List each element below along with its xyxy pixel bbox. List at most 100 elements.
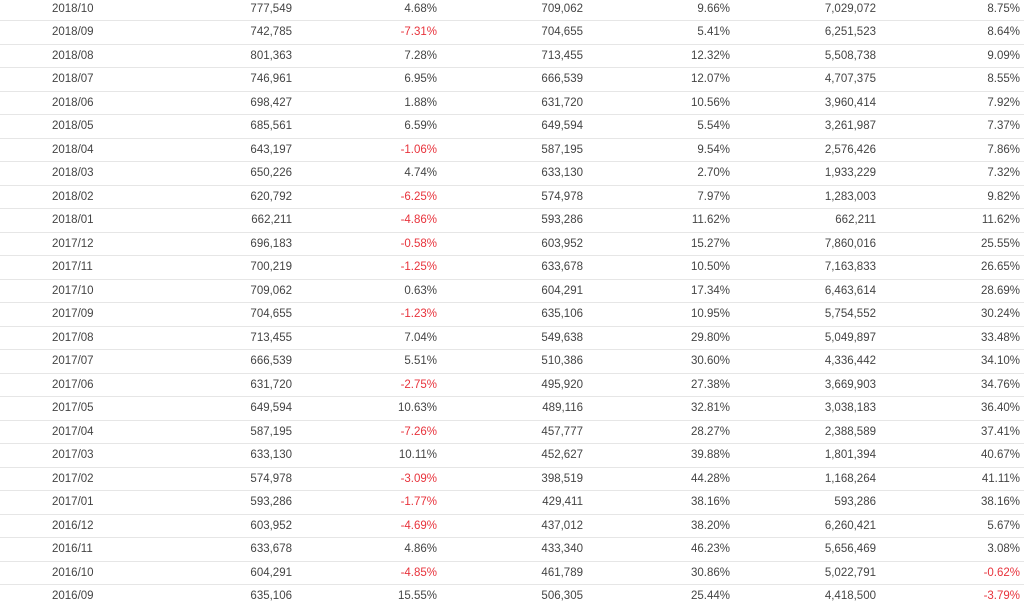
mom-change-cell: -3.09% [292, 467, 437, 491]
value-cell: 633,678 [100, 537, 292, 562]
mom-change-cell: 10.11% [292, 443, 437, 468]
mom-change-cell: 4.68% [292, 0, 437, 21]
cumulative-change-cell: 11.62% [876, 208, 1024, 233]
month-cell: 2016/12 [0, 514, 100, 538]
cumulative-change-cell: 7.86% [876, 138, 1024, 162]
cumulative-change-cell: 3.08% [876, 537, 1024, 562]
month-cell: 2016/09 [0, 584, 100, 605]
mom-change-cell: -1.06% [292, 138, 437, 162]
cumulative-change-cell: 9.82% [876, 185, 1024, 209]
cumulative-cell: 1,933,229 [730, 161, 876, 186]
prev-year-value-cell: 510,386 [437, 349, 583, 374]
mom-change-cell: -0.58% [292, 232, 437, 256]
yoy-change-cell: 25.44% [583, 584, 730, 605]
cumulative-cell: 5,508,738 [730, 44, 876, 68]
table-row: 2017/11 700,219 -1.25% 633,678 10.50% 7,163,8… [0, 255, 1024, 280]
mom-change-cell: 4.86% [292, 537, 437, 562]
yoy-change-cell: 5.41% [583, 20, 730, 45]
prev-year-value-cell: 574,978 [437, 185, 583, 209]
month-cell: 2018/04 [0, 138, 100, 162]
mom-change-cell: 0.63% [292, 279, 437, 303]
table-row: 2017/01 593,286 -1.77% 429,411 38.16% 593,286… [0, 490, 1024, 515]
month-cell: 2017/05 [0, 396, 100, 421]
yoy-change-cell: 10.95% [583, 302, 730, 327]
prev-year-value-cell: 461,789 [437, 561, 583, 585]
value-cell: 650,226 [100, 161, 292, 186]
table-row: 2017/06 631,720 -2.75% 495,920 27.38% 3,669,9… [0, 373, 1024, 397]
prev-year-value-cell: 457,777 [437, 420, 583, 444]
cumulative-change-cell: 33.48% [876, 326, 1024, 350]
cumulative-change-cell: 8.75% [876, 0, 1024, 21]
cumulative-cell: 2,576,426 [730, 138, 876, 162]
cumulative-cell: 7,860,016 [730, 232, 876, 256]
cumulative-cell: 593,286 [730, 490, 876, 515]
cumulative-cell: 662,211 [730, 208, 876, 233]
cumulative-cell: 7,163,833 [730, 255, 876, 280]
table-row: 2017/04 587,195 -7.26% 457,777 28.27% 2,388,5… [0, 420, 1024, 444]
yoy-change-cell: 28.27% [583, 420, 730, 444]
cumulative-cell: 1,801,394 [730, 443, 876, 468]
value-cell: 696,183 [100, 232, 292, 256]
yoy-change-cell: 32.81% [583, 396, 730, 421]
prev-year-value-cell: 398,519 [437, 467, 583, 491]
table-row: 2018/04 643,197 -1.06% 587,195 9.54% 2,576,42… [0, 138, 1024, 162]
mom-change-cell: 15.55% [292, 584, 437, 605]
value-cell: 604,291 [100, 561, 292, 585]
cumulative-change-cell: 41.11% [876, 467, 1024, 491]
month-cell: 2018/02 [0, 185, 100, 209]
prev-year-value-cell: 433,340 [437, 537, 583, 562]
value-cell: 713,455 [100, 326, 292, 350]
cumulative-change-cell: 9.09% [876, 44, 1024, 68]
yoy-change-cell: 46.23% [583, 537, 730, 562]
yoy-change-cell: 2.70% [583, 161, 730, 186]
table-row: 2017/03 633,130 10.11% 452,627 39.88% 1,801,3… [0, 443, 1024, 468]
prev-year-value-cell: 593,286 [437, 208, 583, 233]
month-cell: 2018/08 [0, 44, 100, 68]
month-cell: 2017/01 [0, 490, 100, 515]
table-row: 2017/09 704,655 -1.23% 635,106 10.95% 5,754,5… [0, 302, 1024, 327]
month-cell: 2017/03 [0, 443, 100, 468]
mom-change-cell: 6.59% [292, 114, 437, 139]
cumulative-cell: 5,049,897 [730, 326, 876, 350]
cumulative-change-cell: 7.92% [876, 91, 1024, 115]
cumulative-cell: 3,261,987 [730, 114, 876, 139]
value-cell: 742,785 [100, 20, 292, 45]
table-row: 2018/09 742,785 -7.31% 704,655 5.41% 6,251,52… [0, 20, 1024, 45]
value-cell: 574,978 [100, 467, 292, 491]
mom-change-cell: 4.74% [292, 161, 437, 186]
month-cell: 2016/10 [0, 561, 100, 585]
cumulative-change-cell: 34.76% [876, 373, 1024, 397]
mom-change-cell: -2.75% [292, 373, 437, 397]
prev-year-value-cell: 506,305 [437, 584, 583, 605]
cumulative-change-cell: 28.69% [876, 279, 1024, 303]
mom-change-cell: 5.51% [292, 349, 437, 374]
yoy-change-cell: 38.16% [583, 490, 730, 515]
value-cell: 635,106 [100, 584, 292, 605]
cumulative-cell: 6,251,523 [730, 20, 876, 45]
value-cell: 662,211 [100, 208, 292, 233]
prev-year-value-cell: 631,720 [437, 91, 583, 115]
yoy-change-cell: 9.54% [583, 138, 730, 162]
table-row: 2017/02 574,978 -3.09% 398,519 44.28% 1,168,2… [0, 467, 1024, 491]
mom-change-cell: -7.26% [292, 420, 437, 444]
cumulative-cell: 4,707,375 [730, 67, 876, 92]
cumulative-change-cell: -0.62% [876, 561, 1024, 585]
yoy-change-cell: 30.86% [583, 561, 730, 585]
month-cell: 2017/11 [0, 255, 100, 280]
table-row: 2016/12 603,952 -4.69% 437,012 38.20% 6,260,4… [0, 514, 1024, 538]
table-row: 2018/08 801,363 7.28% 713,455 12.32% 5,508,73… [0, 44, 1024, 68]
cumulative-change-cell: -3.79% [876, 584, 1024, 605]
cumulative-change-cell: 30.24% [876, 302, 1024, 327]
cumulative-cell: 3,669,903 [730, 373, 876, 397]
yoy-change-cell: 27.38% [583, 373, 730, 397]
mom-change-cell: -1.77% [292, 490, 437, 515]
cumulative-change-cell: 8.55% [876, 67, 1024, 92]
yoy-change-cell: 44.28% [583, 467, 730, 491]
mom-change-cell: -4.86% [292, 208, 437, 233]
prev-year-value-cell: 633,678 [437, 255, 583, 280]
yoy-change-cell: 12.07% [583, 67, 730, 92]
table-row: 2016/11 633,678 4.86% 433,340 46.23% 5,656,46… [0, 537, 1024, 562]
cumulative-cell: 4,336,442 [730, 349, 876, 374]
yoy-change-cell: 10.56% [583, 91, 730, 115]
yoy-change-cell: 38.20% [583, 514, 730, 538]
